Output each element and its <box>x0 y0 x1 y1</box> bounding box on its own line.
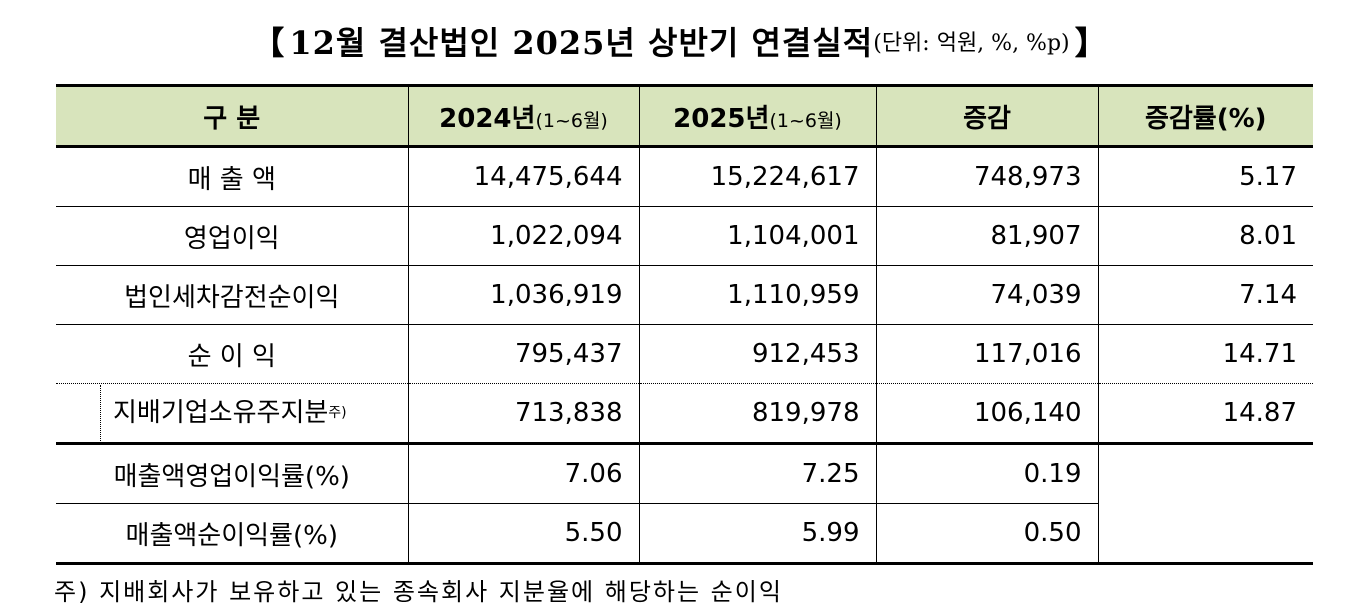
table-row: 지배기업소유주지분주) 713,838 819,978 106,140 14.8… <box>56 383 1313 445</box>
table-row: 매출액영업이익률(%) 7.06 7.25 0.19 <box>56 443 1313 565</box>
title-unit: (단위: 억원, %, %p) <box>873 31 1070 56</box>
table-row: 법인세차감전순이익 1,036,919 1,110,959 74,039 7.1… <box>56 265 1313 325</box>
header-2025-period: (1~6월) <box>769 109 842 132</box>
cell-2024: 713,838 <box>408 383 640 445</box>
cell-2024: 7.06 <box>408 443 640 504</box>
cell-2024: 5.50 <box>408 503 640 565</box>
header-change-rate: 증감률(%) <box>1098 84 1313 148</box>
table-row: 매출액순이익률(%) 5.50 5.99 0.50 <box>56 503 1313 565</box>
table-row: 매 출 액 14,475,644 15,224,617 748,973 5.17 <box>56 146 1313 207</box>
cell-change: 748,973 <box>876 146 1099 207</box>
cell-2024: 795,437 <box>408 324 640 384</box>
footnote: 주) 지배회사가 보유하고 있는 종속회사 지분율에 해당하는 순이익 <box>54 578 783 606</box>
title-open-bracket: 【 <box>252 24 285 62</box>
title-main: 12월 결산법인 2025년 상반기 연결실적 <box>289 24 874 62</box>
row-label: 매출액영업이익률(%) <box>56 443 409 504</box>
cell-rate: 14.87 <box>1098 383 1313 445</box>
cell-2025: 1,110,959 <box>639 265 877 325</box>
cell-change: 74,039 <box>876 265 1099 325</box>
table-row: 영업이익 1,022,094 1,104,001 81,907 8.01 <box>56 206 1313 266</box>
cell-2025: 15,224,617 <box>639 146 877 207</box>
cell-2025: 5.99 <box>639 503 877 565</box>
cell-2025: 7.25 <box>639 443 877 504</box>
row-label: 영업이익 <box>56 206 409 266</box>
row-label: 매 출 액 <box>56 146 409 207</box>
row-label: 순 이 익 <box>56 324 409 384</box>
cell-2025: 819,978 <box>639 383 877 445</box>
table-header-row: 구 분 2024년(1~6월) 2025년(1~6월) 증감 증감률(%) <box>56 84 1313 148</box>
cell-2025: 912,453 <box>639 324 877 384</box>
header-2024: 2024년(1~6월) <box>408 84 640 148</box>
header-2025: 2025년(1~6월) <box>639 84 877 148</box>
cell-change: 0.50 <box>876 503 1099 565</box>
report-title: 【 12월 결산법인 2025년 상반기 연결실적(단위: 억원, %, %p)… <box>0 18 1359 64</box>
cell-change: 0.19 <box>876 443 1099 504</box>
header-2024-period: (1~6월) <box>535 109 608 132</box>
row-label: 법인세차감전순이익 <box>56 265 409 325</box>
cell-change: 106,140 <box>876 383 1099 445</box>
cell-rate: 7.14 <box>1098 265 1313 325</box>
title-close-bracket: 】 <box>1074 24 1107 62</box>
cell-change: 117,016 <box>876 324 1099 384</box>
cell-rate: 14.71 <box>1098 324 1313 384</box>
header-change: 증감 <box>876 84 1099 148</box>
footnote-mark: 주) <box>328 405 347 421</box>
row-label-text: 지배기업소유주지분 <box>113 398 329 428</box>
cell-change: 81,907 <box>876 206 1099 266</box>
results-table: 구 분 2024년(1~6월) 2025년(1~6월) 증감 증감률(%) 매 … <box>56 84 1313 565</box>
cell-2024: 1,036,919 <box>408 265 640 325</box>
cell-rate-empty <box>1098 443 1313 565</box>
row-label-sub: 지배기업소유주지분주) <box>56 383 409 445</box>
cell-2024: 1,022,094 <box>408 206 640 266</box>
cell-rate: 8.01 <box>1098 206 1313 266</box>
cell-rate: 5.17 <box>1098 146 1313 207</box>
row-label: 매출액순이익률(%) <box>56 503 409 565</box>
header-category: 구 분 <box>56 84 409 148</box>
table-row: 순 이 익 795,437 912,453 117,016 14.71 <box>56 324 1313 384</box>
cell-2025: 1,104,001 <box>639 206 877 266</box>
cell-2024: 14,475,644 <box>408 146 640 207</box>
